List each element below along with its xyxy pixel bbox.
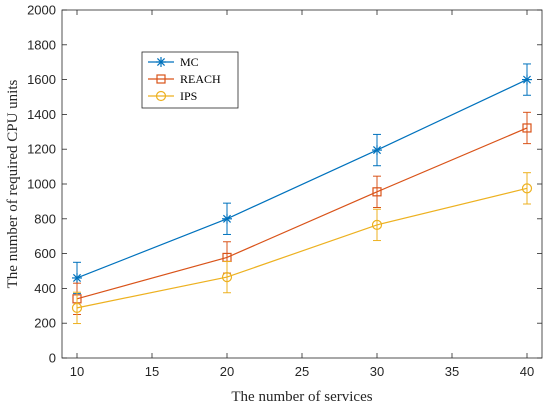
asterisk-stroke: [522, 75, 532, 84]
y-tick-label: 600: [34, 246, 56, 261]
square-shape: [156, 74, 166, 84]
data-point: [522, 123, 532, 133]
asterisk-stroke: [156, 57, 166, 67]
circle-shape: [371, 219, 383, 230]
series-line: [76, 79, 528, 279]
asterisk-stroke: [72, 273, 82, 282]
square-shape: [372, 187, 382, 197]
x-tick-label: 10: [70, 364, 84, 379]
legend: MC REACH IPS: [141, 51, 239, 109]
x-tick-label: 15: [145, 364, 159, 379]
y-tick-label: 1400: [27, 107, 56, 122]
x-tick-label: 40: [520, 364, 534, 379]
data-point: [371, 219, 383, 230]
circle-shape: [155, 90, 167, 102]
data-point: [72, 272, 82, 283]
legend-marker: [156, 74, 166, 84]
x-axis-label: The number of services: [231, 389, 372, 405]
x-tick-label: 35: [445, 364, 459, 379]
error-bar: [523, 111, 531, 145]
data-point: [222, 213, 232, 224]
error-bar: [373, 175, 381, 208]
y-tick-label: 2000: [27, 3, 56, 18]
asterisk-stroke: [372, 146, 382, 155]
circle-shape: [71, 302, 83, 313]
legend-item-mc: MC: [148, 55, 199, 69]
y-tick-label: 1000: [27, 177, 56, 192]
square-shape: [522, 123, 532, 133]
data-point: [71, 302, 83, 313]
y-tick-label: 1200: [27, 142, 56, 157]
y-axis-label: The number of required CPU units: [5, 79, 21, 288]
y-tick-label: 200: [34, 316, 56, 331]
y-tick-label: 400: [34, 281, 56, 296]
data-point: [372, 187, 382, 197]
data-point: [372, 145, 382, 156]
x-tick-label: 25: [295, 364, 309, 379]
legend-label: REACH: [180, 72, 221, 86]
legend-item-ips: IPS: [148, 89, 197, 103]
error-bar: [223, 260, 231, 294]
asterisk-stroke: [222, 214, 232, 223]
legend-label: IPS: [180, 89, 197, 103]
y-tick-label: 1800: [27, 37, 56, 52]
data-point: [522, 74, 532, 85]
data-point: [221, 271, 233, 283]
legend-item-reach: REACH: [148, 72, 221, 86]
error-bar: [373, 208, 381, 242]
series-line: [76, 127, 528, 300]
circle-shape: [221, 271, 233, 283]
data-point: [521, 183, 533, 194]
series-line: [76, 187, 528, 309]
y-tick-label: 800: [34, 211, 56, 226]
axis-ticks: 0 200 400 600 800 1000 1200 1400 1600 1800 2000 10 1…: [27, 3, 542, 379]
y-tick-label: 0: [49, 351, 56, 366]
legend-marker: [156, 57, 166, 67]
error-bar: [73, 291, 81, 325]
circle-shape: [521, 183, 533, 194]
error-bar: [523, 172, 531, 205]
legend-marker: [155, 90, 167, 102]
legend-label: MC: [180, 55, 199, 69]
y-tick-label: 1600: [27, 72, 56, 87]
x-tick-label: 20: [220, 364, 234, 379]
series-ips: [71, 172, 533, 325]
legend-box: [141, 51, 239, 109]
series-layer: [71, 63, 533, 325]
x-tick-label: 30: [370, 364, 384, 379]
